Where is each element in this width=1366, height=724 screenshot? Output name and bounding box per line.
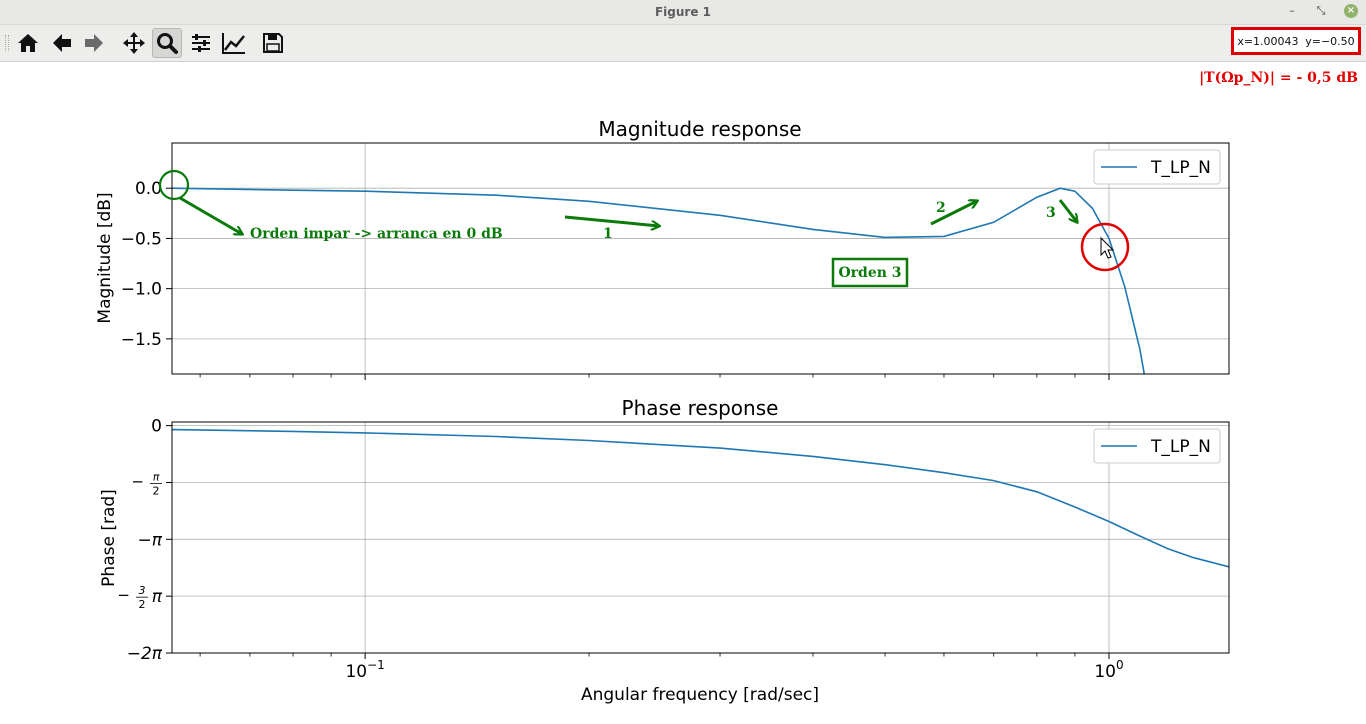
order-box-label: Orden 3 bbox=[838, 265, 901, 281]
phase-legend: T_LP_N bbox=[1093, 428, 1221, 464]
start-circle bbox=[158, 169, 190, 201]
magnitude-axes[interactable]: Magnitude response 0.0 −0.5 −1.0 −1.5 Magni… bbox=[95, 117, 1230, 429]
coord-x: x=1.00043 bbox=[1237, 34, 1299, 48]
forward-icon bbox=[85, 34, 103, 52]
toolbar-grip bbox=[5, 35, 9, 51]
svg-text:π: π bbox=[153, 470, 160, 483]
magnitude-title: Magnitude response bbox=[598, 117, 801, 141]
magnitude-legend-label: T_LP_N bbox=[1150, 158, 1211, 178]
label-2: 2 bbox=[936, 200, 946, 216]
configure-subplots-button[interactable] bbox=[186, 28, 216, 58]
figure-canvas[interactable]: Magnitude response 0.0 −0.5 −1.0 −1.5 Magni… bbox=[0, 62, 1366, 724]
arrow-2 bbox=[930, 201, 977, 226]
phase-grid bbox=[172, 422, 1229, 654]
zoom-button[interactable] bbox=[152, 28, 182, 58]
save-icon bbox=[263, 33, 283, 53]
arrow-1 bbox=[564, 215, 659, 226]
magnitude-grid bbox=[172, 143, 1229, 374]
svg-text:3: 3 bbox=[139, 584, 146, 597]
window-title: Figure 1 bbox=[654, 5, 712, 19]
phase-frame bbox=[171, 421, 1230, 654]
y-tick-label: − π2 bbox=[131, 470, 162, 497]
forward-button[interactable] bbox=[79, 28, 109, 58]
home-icon bbox=[18, 34, 38, 52]
phase-legend-label: T_LP_N bbox=[1150, 437, 1211, 457]
phase-ylabel: Phase [rad] bbox=[99, 489, 119, 587]
y-tick-label: 0.0 bbox=[135, 179, 162, 199]
y-tick-label: 0 bbox=[151, 417, 162, 437]
restore-icon[interactable]: ⤡ bbox=[1316, 4, 1326, 17]
y-tick-label: −π bbox=[138, 530, 163, 550]
close-icon[interactable]: × bbox=[1344, 4, 1358, 18]
svg-text:−: − bbox=[117, 586, 130, 604]
magnitude-ticks: 0.0 −0.5 −1.0 −1.5 bbox=[121, 179, 1110, 380]
y-tick-label: −32 π bbox=[117, 584, 162, 611]
edit-curves-button[interactable] bbox=[219, 28, 249, 58]
order-box bbox=[831, 257, 909, 288]
svg-text:π: π bbox=[152, 587, 163, 607]
arrow-odd bbox=[179, 196, 242, 234]
phase-line bbox=[172, 428, 1229, 568]
back-icon bbox=[53, 34, 71, 52]
y-tick-label: −1.5 bbox=[121, 330, 162, 350]
magnitude-frame bbox=[171, 142, 1230, 375]
window-titlebar: Figure 1 – ⤡ × bbox=[0, 0, 1366, 25]
x-tick-label: 100 bbox=[1094, 658, 1123, 682]
phase-xlabel: Angular frequency [rad/sec] bbox=[581, 685, 819, 705]
configure-icon bbox=[192, 34, 210, 52]
pan-icon bbox=[123, 32, 145, 54]
odd-order-label: Orden impar -> arranca en 0 dB bbox=[250, 226, 503, 242]
cutoff-circle bbox=[1080, 222, 1130, 272]
navigation-toolbar: x=1.00043 y=−0.50 bbox=[0, 25, 1366, 62]
svg-text:2: 2 bbox=[139, 598, 146, 611]
coord-y: y=−0.50 bbox=[1305, 34, 1355, 48]
magnitude-annotation: |T(Ωp_N)| = - 0,5 dB bbox=[1199, 70, 1358, 86]
y-tick-label: −0.5 bbox=[121, 229, 162, 249]
svg-text:2: 2 bbox=[153, 484, 160, 497]
y-tick-label: −1.0 bbox=[121, 280, 162, 300]
magnitude-line bbox=[172, 187, 1146, 374]
label-1: 1 bbox=[603, 226, 613, 242]
magnitude-legend: T_LP_N bbox=[1093, 149, 1221, 185]
zoom-icon bbox=[157, 33, 178, 54]
label-3: 3 bbox=[1046, 205, 1056, 221]
cursor-coordinates: x=1.00043 y=−0.50 bbox=[1231, 27, 1361, 55]
back-button[interactable] bbox=[47, 28, 77, 58]
phase-title: Phase response bbox=[622, 396, 779, 420]
mouse-cursor-icon bbox=[1100, 236, 1115, 259]
pan-button[interactable] bbox=[119, 28, 149, 58]
arrow-3 bbox=[1058, 199, 1077, 222]
x-tick-label: 10−1 bbox=[345, 658, 384, 682]
y-tick-label: −2π bbox=[127, 644, 163, 664]
save-button[interactable] bbox=[258, 28, 288, 58]
home-button[interactable] bbox=[13, 28, 43, 58]
minimize-icon[interactable]: – bbox=[1289, 4, 1295, 17]
green-annotations: Orden impar -> arranca en 0 dB 1 2 3 Ord… bbox=[158, 169, 1130, 288]
svg-text:−: − bbox=[131, 472, 144, 490]
edit-curves-icon bbox=[222, 33, 245, 54]
magnitude-ylabel: Magnitude [dB] bbox=[95, 192, 115, 323]
